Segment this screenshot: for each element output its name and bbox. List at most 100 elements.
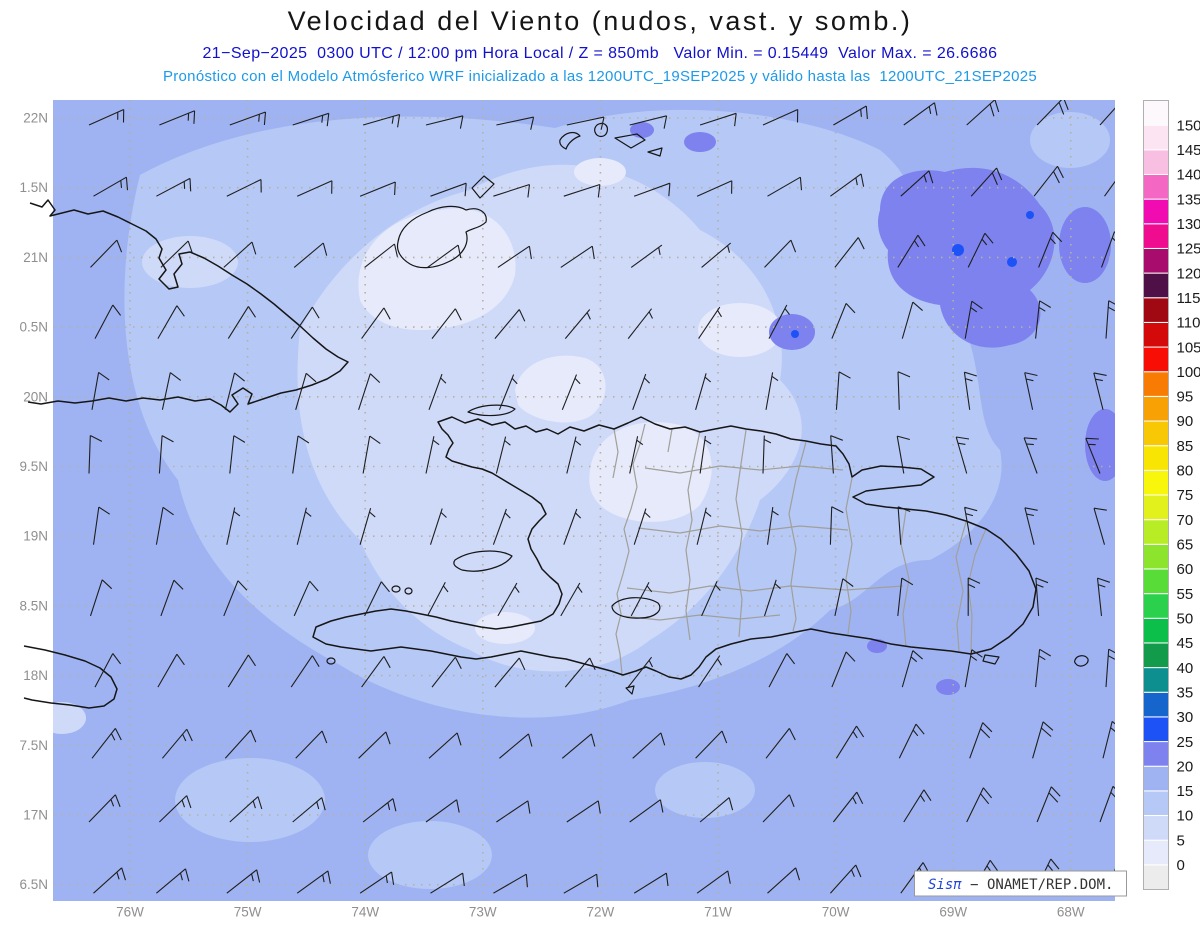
wind-barb [159, 110, 196, 126]
wind-barb [89, 579, 113, 617]
wind-barb [296, 180, 333, 197]
colorbar-swatch [1143, 519, 1169, 545]
wind-barb [1104, 180, 1115, 197]
colorbar-tick-label: 135 [1177, 191, 1200, 208]
wind-barb [427, 244, 462, 268]
colorbar-swatch [1143, 765, 1169, 792]
wind-barb [425, 115, 464, 129]
wind-barb [633, 508, 651, 545]
wind-barb [696, 507, 712, 545]
wind-barb [159, 795, 192, 823]
wind-barb [970, 167, 1003, 197]
wind-barb [157, 653, 185, 688]
wind-barb [293, 242, 328, 268]
colorbar-tick-label: 100 [1177, 364, 1200, 381]
colorbar-tick-label: 45 [1177, 635, 1194, 652]
wind-barb [155, 506, 174, 545]
wind-barb [632, 732, 666, 759]
wind-barb [955, 436, 970, 474]
wind-barb [560, 245, 595, 268]
wind-barb [226, 869, 261, 894]
colorbar-swatch [1143, 642, 1169, 669]
wind-barb [1035, 577, 1049, 616]
lon-tick-label: 74W [351, 905, 379, 920]
wind-barb [633, 872, 669, 894]
wind-barb [1099, 107, 1115, 126]
wind-barb [92, 506, 111, 545]
svg-text:Sisπ − ONAMET/REP.DOM.: Sisπ − ONAMET/REP.DOM. [928, 877, 1113, 893]
wind-barb [227, 306, 256, 339]
lat-tick-label: 18N [23, 668, 48, 683]
colorbar-swatch [1143, 198, 1169, 225]
shading-layer [53, 100, 1115, 901]
colorbar-swatch [1143, 124, 1169, 151]
lat-tick-label: 6.5N [19, 877, 48, 892]
wind-barb [292, 435, 310, 474]
wind-barb [830, 173, 865, 197]
wind-barb [695, 373, 712, 410]
colorbar-tick-label: 80 [1177, 463, 1194, 480]
colorbar-tick-label: 20 [1177, 758, 1194, 775]
colorbar-tick-label: 115 [1177, 290, 1200, 307]
wind-barb [901, 650, 923, 688]
wind-barb [767, 176, 803, 197]
wind-barb [830, 435, 843, 474]
wind-barb [431, 656, 462, 688]
wind-barb [1024, 372, 1038, 410]
colorbar-swatch [1143, 100, 1169, 126]
wind-barb [897, 506, 911, 545]
wind-barb [1093, 372, 1107, 410]
wind-barb [564, 309, 591, 339]
colorbar-swatch [1143, 223, 1169, 249]
colorbar-tick-label: 120 [1177, 265, 1200, 282]
wind-barb [566, 116, 605, 130]
wind-barb [160, 240, 193, 268]
wind-barb [226, 507, 241, 545]
wind-barb [829, 506, 844, 545]
wind-barb [831, 303, 856, 339]
wind-barb [229, 111, 267, 126]
wind-barb [1100, 231, 1115, 268]
colorbar-legend: 0 5 10 15 20 25 30 35 40 45 50 55 60 65 70 75 80 85 90 95 10… [1143, 100, 1200, 890]
colorbar-swatch [1143, 839, 1169, 866]
wind-barb [898, 723, 925, 759]
page-title: Velocidad del Viento (nudos, vast. y som… [287, 6, 913, 36]
wind-barb [630, 244, 663, 268]
province-borders [612, 423, 987, 675]
wind-barb [1102, 720, 1115, 759]
island-saona [982, 654, 1000, 665]
wind-barb [88, 794, 121, 823]
wind-barb [768, 653, 796, 688]
colorbar-swatch [1143, 149, 1169, 175]
wind-barb [364, 581, 390, 617]
wind-barb [1099, 785, 1115, 823]
wind-barb [1096, 577, 1110, 616]
wind-barb [430, 182, 467, 197]
lat-tick-label: 20N [23, 389, 48, 404]
wind-barb [634, 182, 671, 197]
wind-barb [156, 868, 190, 894]
colorbar-swatch [1143, 494, 1169, 521]
wind-barb [295, 730, 328, 759]
wind-barb [831, 651, 856, 688]
wind-barb [629, 115, 668, 129]
wind-barb [629, 436, 644, 474]
valid-time-line: 21−Sep−2025 0300 UTC / 12:00 pm Hora Loc… [202, 45, 998, 62]
wind-barb [362, 113, 401, 128]
wind-barb [223, 580, 248, 617]
colorbar-tick-label: 25 [1177, 734, 1194, 751]
coast-jamaica [23, 645, 118, 709]
wind-barb [695, 730, 728, 759]
wind-barb [768, 304, 790, 339]
lat-axis: 22N 1.5N 21N 0.5N 20N 9.5N 19N 8.5N 18N 7.5N 17N 6.… [19, 111, 48, 893]
island-tortue [467, 404, 516, 417]
wind-barb [495, 436, 511, 474]
wind-barb [496, 800, 531, 823]
wind-barb [698, 655, 722, 688]
wind-barb [359, 508, 376, 545]
lon-tick-label: 68W [1057, 905, 1085, 920]
colorbar-tick-label: 70 [1177, 512, 1194, 529]
wind-barb [290, 655, 320, 688]
wind-barb [94, 653, 122, 688]
